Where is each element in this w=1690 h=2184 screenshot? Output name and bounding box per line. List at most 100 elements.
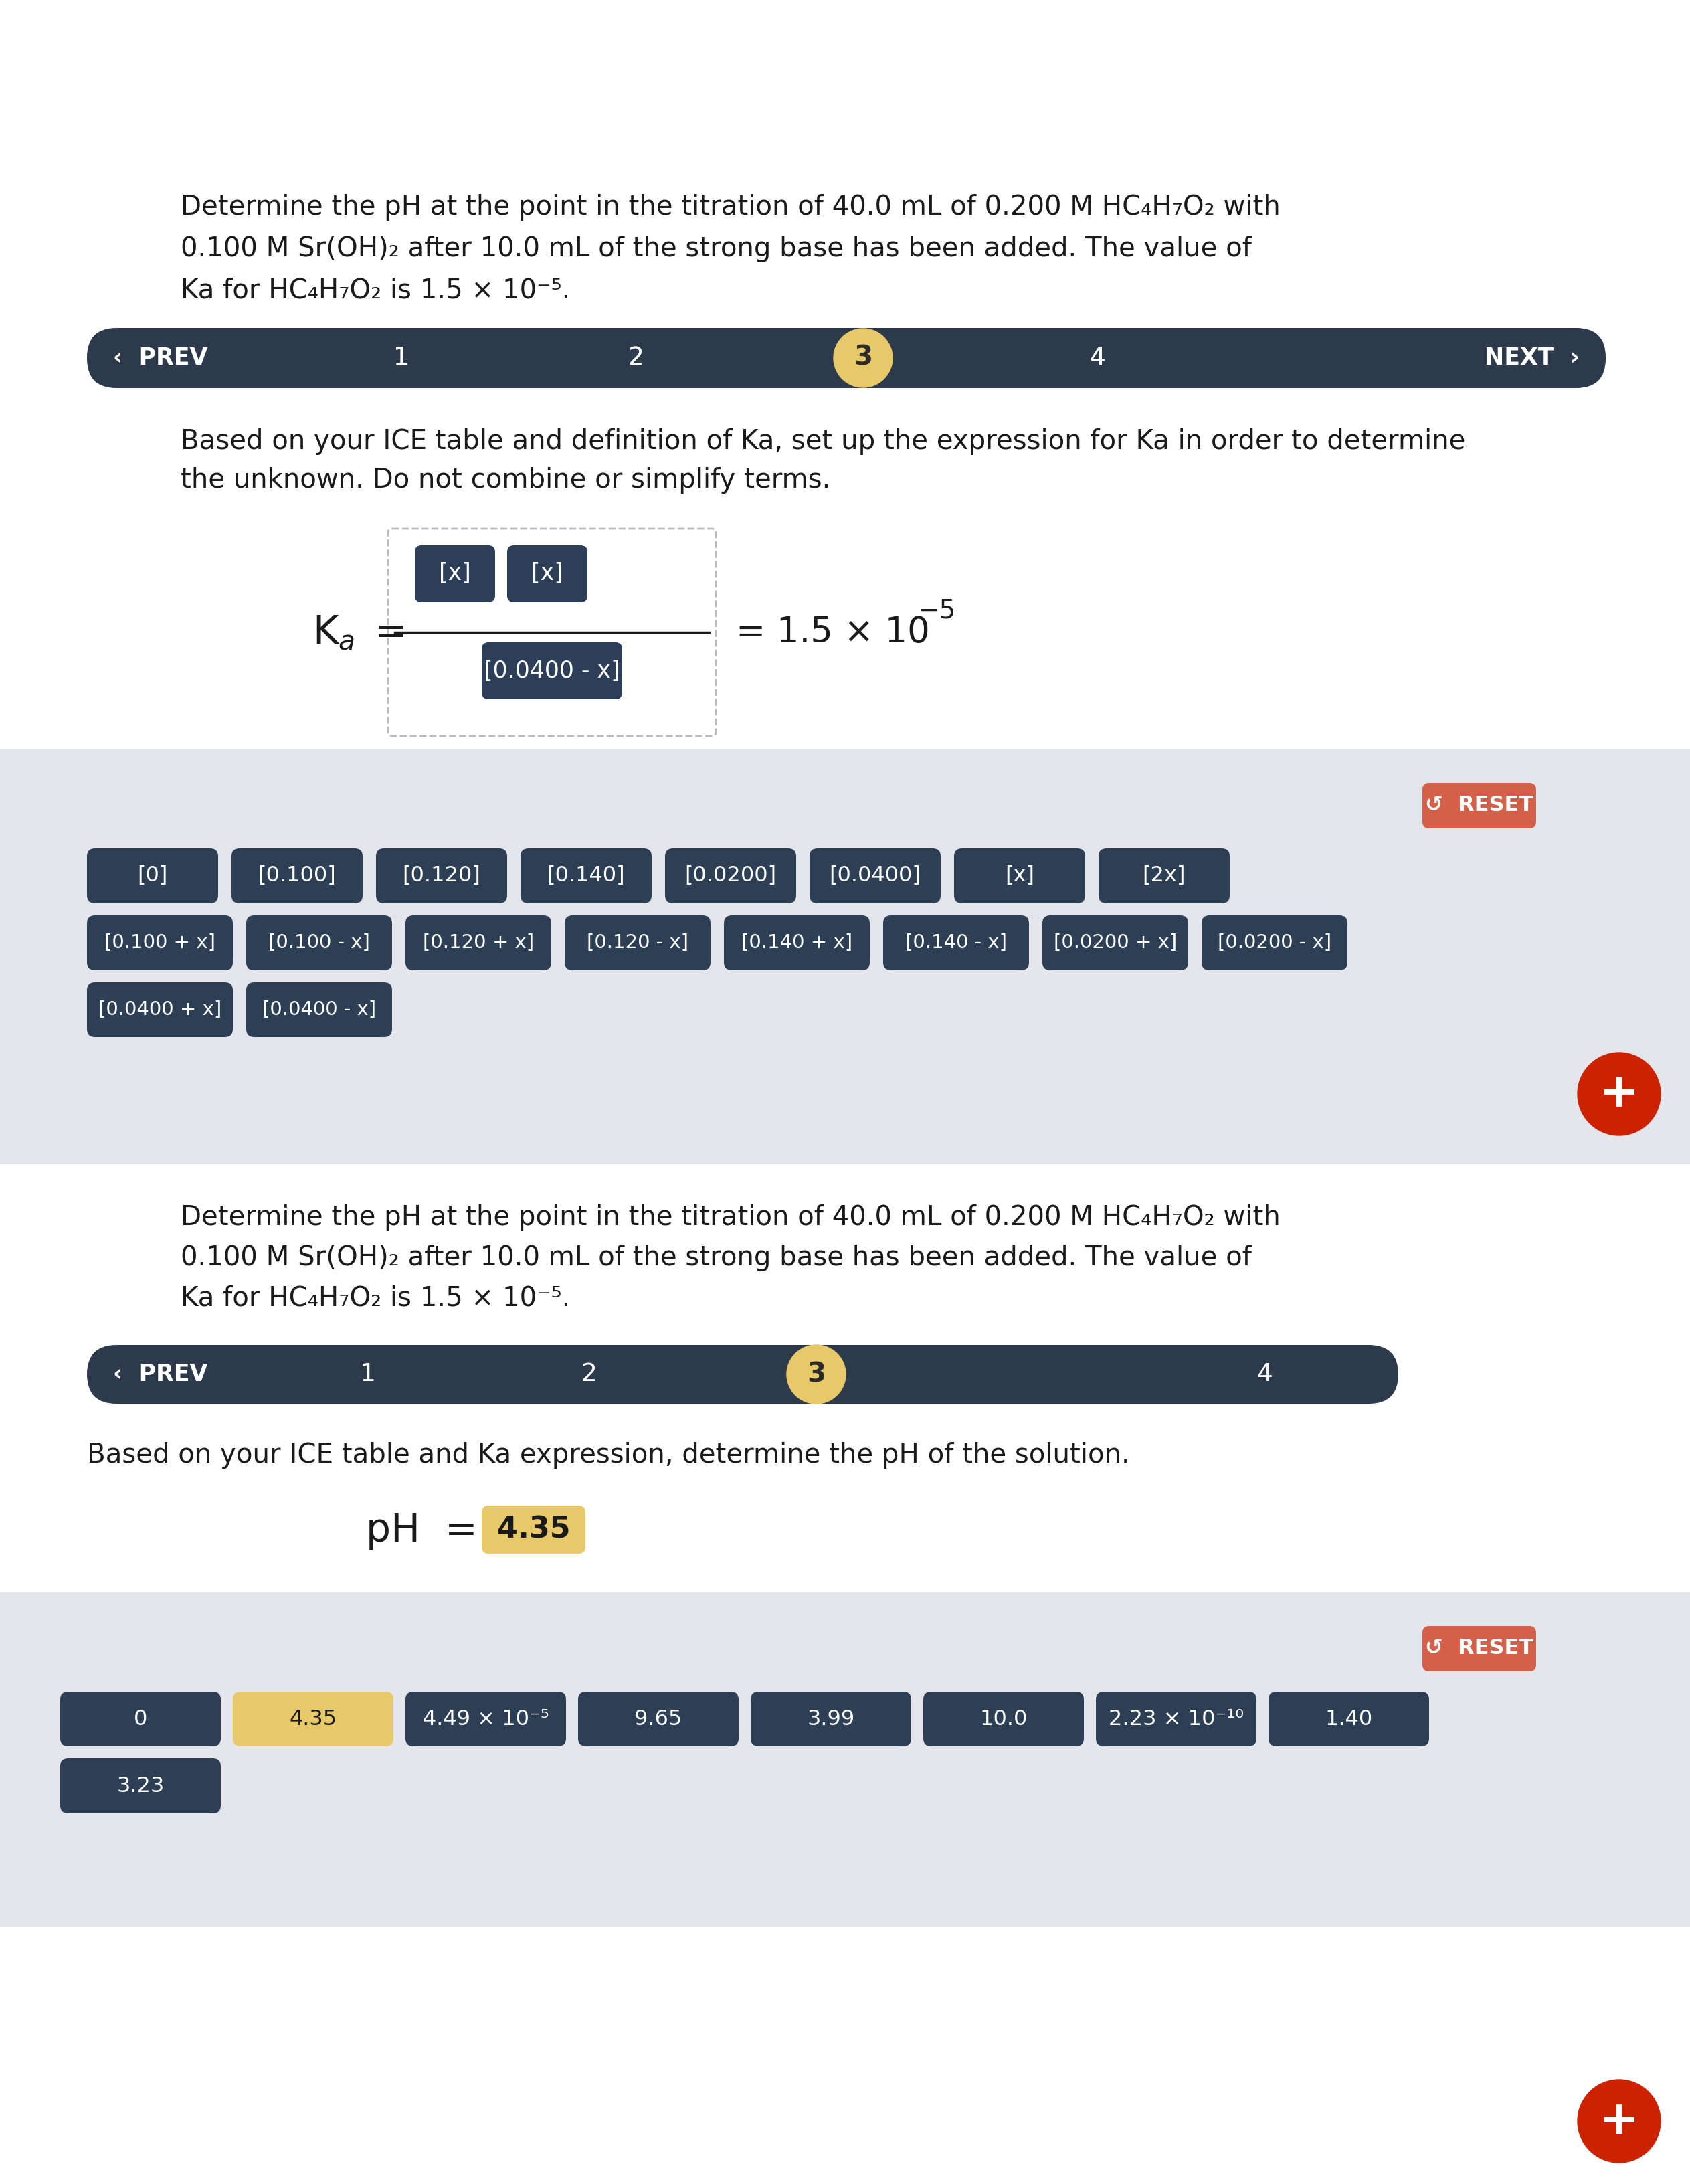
Bar xyxy=(0,1592,1690,1926)
Text: [0.0200 - x]: [0.0200 - x] xyxy=(1217,933,1332,952)
Text: 0.100 M Sr(OH)₂ after 10.0 mL of the strong base has been added. The value of: 0.100 M Sr(OH)₂ after 10.0 mL of the str… xyxy=(181,1245,1252,1271)
Text: 9.65: 9.65 xyxy=(634,1708,683,1730)
Text: 1: 1 xyxy=(394,345,409,369)
Text: [0.140 + x]: [0.140 + x] xyxy=(742,933,852,952)
FancyBboxPatch shape xyxy=(723,915,870,970)
Text: 4: 4 xyxy=(1090,345,1105,369)
Text: Determine the pH at the point in the titration of 40.0 mL of 0.200 M HC₄H₇O₂ wit: Determine the pH at the point in the tit… xyxy=(181,1203,1281,1232)
FancyBboxPatch shape xyxy=(247,915,392,970)
Text: [0.0200 + x]: [0.0200 + x] xyxy=(1053,933,1176,952)
FancyBboxPatch shape xyxy=(507,546,588,603)
Text: [0]: [0] xyxy=(137,865,167,887)
FancyBboxPatch shape xyxy=(1043,915,1188,970)
Text: [0.0400]: [0.0400] xyxy=(830,865,921,887)
Text: Ka for HC₄H₇O₂ is 1.5 × 10⁻⁵.: Ka for HC₄H₇O₂ is 1.5 × 10⁻⁵. xyxy=(181,277,570,304)
FancyBboxPatch shape xyxy=(86,983,233,1037)
Text: 1: 1 xyxy=(394,345,409,369)
FancyBboxPatch shape xyxy=(414,546,495,603)
Text: [0.0400 - x]: [0.0400 - x] xyxy=(483,660,620,681)
Text: +: + xyxy=(1599,2099,1639,2145)
FancyBboxPatch shape xyxy=(233,1693,394,1747)
FancyBboxPatch shape xyxy=(232,847,363,904)
FancyBboxPatch shape xyxy=(1423,1625,1536,1671)
Text: 2: 2 xyxy=(627,345,644,369)
Text: 4: 4 xyxy=(1257,1363,1273,1387)
FancyBboxPatch shape xyxy=(406,915,551,970)
FancyBboxPatch shape xyxy=(61,1693,221,1747)
Text: 1.40: 1.40 xyxy=(1325,1708,1372,1730)
FancyBboxPatch shape xyxy=(86,847,218,904)
FancyBboxPatch shape xyxy=(375,847,507,904)
Text: pH  =: pH = xyxy=(365,1511,477,1551)
Text: ‹  PREV: ‹ PREV xyxy=(113,1363,208,1385)
FancyBboxPatch shape xyxy=(482,642,622,699)
Text: 0.100 M Sr(OH)₂ after 10.0 mL of the strong base has been added. The value of: 0.100 M Sr(OH)₂ after 10.0 mL of the str… xyxy=(181,236,1252,262)
Text: Based on your ICE table and Ka expression, determine the pH of the solution.: Based on your ICE table and Ka expressio… xyxy=(86,1441,1131,1468)
Circle shape xyxy=(788,1345,845,1404)
Text: 4.35: 4.35 xyxy=(497,1516,570,1544)
Text: [0.120 + x]: [0.120 + x] xyxy=(422,933,534,952)
Text: [0.0400 + x]: [0.0400 + x] xyxy=(98,1000,221,1020)
Text: [0.0200]: [0.0200] xyxy=(684,865,776,887)
Text: 3: 3 xyxy=(853,345,872,371)
Circle shape xyxy=(1577,1053,1661,1136)
Text: +: + xyxy=(1599,1070,1639,1116)
Text: K$_a$: K$_a$ xyxy=(313,614,355,651)
FancyBboxPatch shape xyxy=(884,915,1029,970)
FancyBboxPatch shape xyxy=(955,847,1085,904)
Text: Determine the pH at the point in the titration of 40.0 mL of 0.200 M HC₄H₇O₂ wit: Determine the pH at the point in the tit… xyxy=(181,194,1281,221)
Text: 3.23: 3.23 xyxy=(117,1776,164,1795)
FancyBboxPatch shape xyxy=(810,847,941,904)
Text: [0.100 - x]: [0.100 - x] xyxy=(269,933,370,952)
Text: 2: 2 xyxy=(627,345,644,369)
FancyBboxPatch shape xyxy=(666,847,796,904)
FancyBboxPatch shape xyxy=(1269,1693,1430,1747)
Circle shape xyxy=(1577,2079,1661,2162)
FancyBboxPatch shape xyxy=(86,328,1605,389)
Text: NEXT  ›: NEXT › xyxy=(1484,347,1580,369)
FancyBboxPatch shape xyxy=(578,1693,739,1747)
Text: [x]: [x] xyxy=(1006,865,1034,887)
Text: [0.0400 - x]: [0.0400 - x] xyxy=(262,1000,377,1020)
FancyBboxPatch shape xyxy=(247,983,392,1037)
Text: [0.140]: [0.140] xyxy=(548,865,625,887)
Text: −5: −5 xyxy=(918,598,957,625)
Text: 4.49 × 10⁻⁵: 4.49 × 10⁻⁵ xyxy=(422,1708,549,1730)
Text: [0.100 + x]: [0.100 + x] xyxy=(105,933,215,952)
Text: [0.100]: [0.100] xyxy=(259,865,336,887)
Text: 3: 3 xyxy=(806,1361,826,1387)
Text: = 1.5 × 10: = 1.5 × 10 xyxy=(735,616,930,649)
FancyBboxPatch shape xyxy=(564,915,710,970)
FancyBboxPatch shape xyxy=(1423,782,1536,828)
FancyBboxPatch shape xyxy=(482,1505,585,1553)
FancyBboxPatch shape xyxy=(1098,847,1230,904)
Circle shape xyxy=(833,328,892,387)
Text: ↺  RESET: ↺ RESET xyxy=(1425,795,1533,817)
Text: [0.120]: [0.120] xyxy=(402,865,480,887)
FancyBboxPatch shape xyxy=(521,847,652,904)
Text: 0: 0 xyxy=(134,1708,147,1730)
Text: 10.0: 10.0 xyxy=(980,1708,1028,1730)
Text: =: = xyxy=(375,614,407,651)
Text: [0.120 - x]: [0.120 - x] xyxy=(586,933,688,952)
Text: Ka for HC₄H₇O₂ is 1.5 × 10⁻⁵.: Ka for HC₄H₇O₂ is 1.5 × 10⁻⁵. xyxy=(181,1284,570,1310)
FancyBboxPatch shape xyxy=(86,1345,1398,1404)
Text: 2.23 × 10⁻¹⁰: 2.23 × 10⁻¹⁰ xyxy=(1109,1708,1244,1730)
FancyBboxPatch shape xyxy=(1202,915,1347,970)
Bar xyxy=(0,749,1690,1164)
FancyBboxPatch shape xyxy=(750,1693,911,1747)
Text: Based on your ICE table and definition of Ka, set up the expression for Ka in or: Based on your ICE table and definition o… xyxy=(181,428,1465,454)
FancyBboxPatch shape xyxy=(1095,1693,1256,1747)
Text: [x]: [x] xyxy=(531,563,563,585)
Text: 2: 2 xyxy=(581,1363,597,1387)
Text: [0.140 - x]: [0.140 - x] xyxy=(906,933,1007,952)
Text: 1: 1 xyxy=(360,1363,375,1387)
Text: 4.35: 4.35 xyxy=(289,1708,336,1730)
FancyBboxPatch shape xyxy=(61,1758,221,1813)
FancyBboxPatch shape xyxy=(923,1693,1083,1747)
Text: [x]: [x] xyxy=(439,563,472,585)
FancyBboxPatch shape xyxy=(406,1693,566,1747)
Text: ‹  PREV: ‹ PREV xyxy=(113,347,208,369)
Text: [2x]: [2x] xyxy=(1142,865,1186,887)
Text: 3.99: 3.99 xyxy=(808,1708,855,1730)
